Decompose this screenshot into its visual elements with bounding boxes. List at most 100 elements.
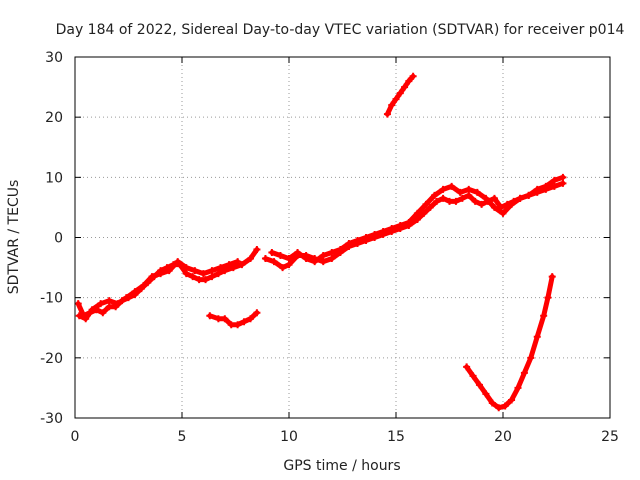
- data-point: [345, 240, 353, 248]
- data-point: [285, 261, 293, 269]
- x-tick-label: 10: [280, 429, 298, 445]
- data-point: [97, 300, 105, 308]
- data-point: [206, 312, 214, 320]
- data-point: [490, 203, 498, 211]
- data-point: [533, 185, 541, 193]
- data-point: [383, 110, 391, 118]
- data-point: [465, 191, 473, 199]
- data-point: [227, 321, 235, 329]
- data-point: [246, 255, 254, 263]
- axis-ticks: [74, 56, 611, 419]
- data-point: [174, 258, 182, 266]
- data-point: [336, 246, 344, 254]
- data-point: [471, 197, 479, 205]
- data-point: [165, 267, 173, 275]
- data-point: [409, 72, 417, 80]
- data-point: [392, 95, 400, 103]
- data-point: [550, 176, 558, 184]
- data-point: [234, 321, 242, 329]
- x-tick-label: 15: [387, 429, 405, 445]
- data-point: [499, 209, 507, 217]
- data-point: [490, 194, 498, 202]
- data-point: [482, 194, 490, 202]
- data-point: [99, 309, 107, 317]
- chart-title: Day 184 of 2022, Sidereal Day-to-day VTE…: [56, 22, 625, 38]
- data-point: [420, 209, 428, 217]
- data-point: [214, 315, 222, 323]
- series-trace: [263, 180, 566, 271]
- data-point: [195, 276, 203, 284]
- data-point: [431, 191, 439, 199]
- data-point: [319, 252, 327, 260]
- data-point: [458, 194, 466, 202]
- data-point: [353, 237, 361, 245]
- data-point: [548, 273, 556, 281]
- data-point: [388, 224, 396, 232]
- data-point: [452, 197, 460, 205]
- data-point: [478, 200, 486, 208]
- series-trace: [75, 247, 260, 319]
- y-tick-label: 20: [45, 110, 63, 126]
- data-point: [221, 315, 229, 323]
- data-point: [456, 188, 464, 196]
- y-tick-label: 30: [45, 50, 63, 66]
- data-point: [279, 264, 287, 272]
- data-point: [508, 396, 516, 404]
- data-point: [208, 267, 216, 275]
- data-point: [396, 89, 404, 97]
- x-tick-label: 25: [601, 429, 619, 445]
- data-point: [473, 188, 481, 196]
- data-point: [448, 182, 456, 190]
- data-point: [463, 363, 471, 371]
- y-tick-label: 0: [54, 231, 63, 247]
- data-point: [208, 273, 216, 281]
- x-tick-label: 0: [71, 429, 80, 445]
- data-point: [191, 267, 199, 275]
- data-point: [105, 297, 113, 305]
- data-point: [311, 258, 319, 266]
- data-point: [475, 381, 483, 389]
- data-point: [214, 270, 222, 278]
- data-point: [246, 315, 254, 323]
- data-point: [88, 306, 96, 314]
- data-point: [362, 234, 370, 241]
- data-point: [544, 294, 552, 302]
- data-point: [514, 384, 522, 392]
- data-series: [74, 72, 567, 412]
- x-tick-label: 20: [494, 429, 512, 445]
- data-point: [388, 101, 396, 109]
- data-point: [559, 179, 567, 187]
- data-point: [501, 402, 509, 410]
- grid-lines: [75, 57, 610, 418]
- y-tick-label: -30: [40, 411, 63, 427]
- data-point: [422, 200, 430, 208]
- data-point: [533, 333, 541, 341]
- data-point: [74, 300, 82, 308]
- data-point: [319, 258, 327, 266]
- data-point: [285, 255, 293, 263]
- data-point: [405, 77, 413, 85]
- y-tick-label: -10: [40, 291, 63, 307]
- data-point: [253, 309, 261, 317]
- data-point: [114, 300, 122, 308]
- data-point: [542, 182, 550, 190]
- data-point: [131, 288, 139, 296]
- data-point: [465, 185, 473, 193]
- data-point: [433, 197, 441, 205]
- data-point: [525, 191, 533, 199]
- data-point: [405, 218, 413, 226]
- data-point: [439, 194, 447, 202]
- data-point: [139, 282, 147, 290]
- data-point: [527, 354, 535, 362]
- data-point: [469, 372, 477, 380]
- data-point: [516, 194, 524, 202]
- data-point: [202, 276, 210, 284]
- data-point: [157, 270, 165, 278]
- data-point: [122, 294, 130, 302]
- data-point: [268, 249, 276, 257]
- data-point: [217, 264, 225, 272]
- data-point: [182, 264, 190, 272]
- data-point: [234, 258, 242, 266]
- data-point: [270, 258, 278, 266]
